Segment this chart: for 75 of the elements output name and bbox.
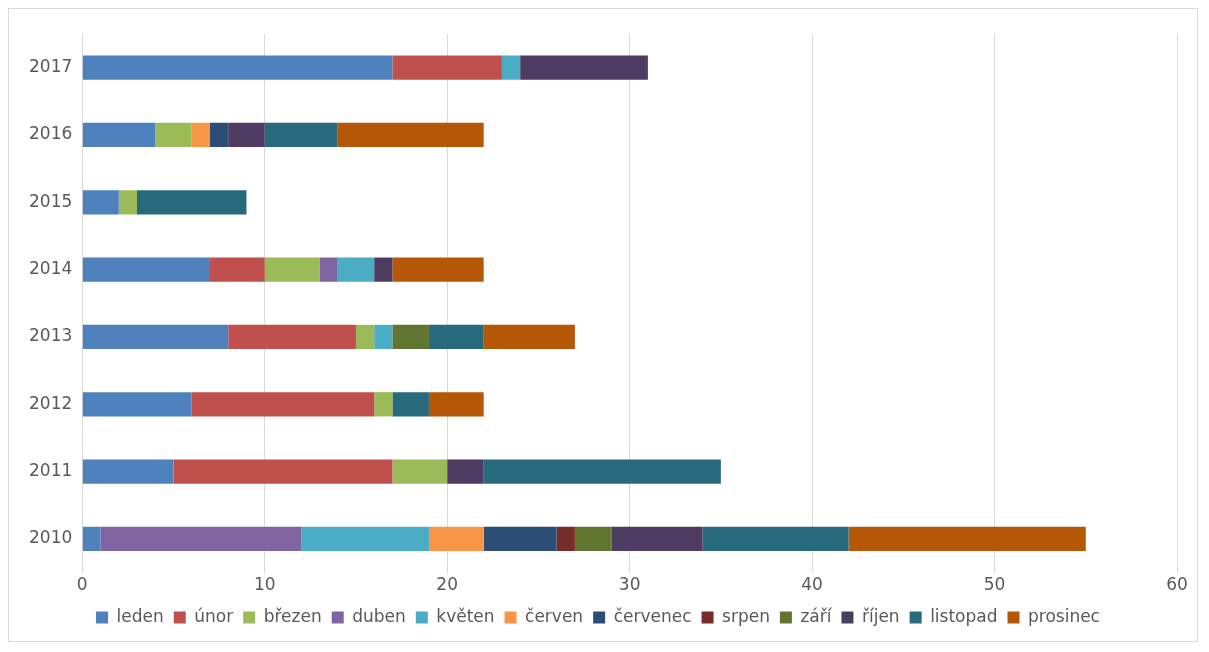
bar: [392, 55, 502, 80]
x-tick-label: 40: [801, 574, 823, 595]
bar: [483, 324, 575, 350]
bar: [428, 324, 484, 350]
bar: [556, 526, 575, 552]
bar: [301, 526, 429, 552]
bar: [483, 459, 721, 484]
bar: [173, 459, 393, 484]
y-tick-label: 2015: [29, 190, 73, 211]
bar: [137, 190, 247, 215]
bar: [82, 190, 119, 215]
legend-label: červen: [525, 605, 584, 626]
bar: [392, 392, 429, 417]
bar: [264, 122, 338, 148]
bar: [82, 55, 393, 80]
bar: [82, 526, 101, 552]
legend-label: květen: [436, 605, 495, 626]
bar: [82, 122, 156, 148]
y-tick-label: 2017: [29, 56, 73, 77]
bar: [392, 459, 448, 484]
y-tick-label: 2012: [29, 392, 73, 413]
legend-label: únor: [194, 605, 234, 626]
bar: [82, 324, 229, 350]
bar: [483, 526, 557, 552]
bar: [374, 324, 393, 350]
bar: [155, 122, 192, 148]
legend-label: březen: [263, 605, 322, 626]
x-tick-label: 60: [1166, 574, 1188, 595]
bar: [447, 459, 484, 484]
legend-label: duben: [352, 605, 406, 626]
y-tick-label: 2013: [29, 325, 73, 346]
bar: [611, 526, 703, 552]
y-tick-label: 2011: [29, 460, 73, 481]
bar: [100, 526, 302, 552]
y-tick-label: 2014: [29, 258, 73, 279]
bar: [355, 324, 375, 350]
bar: [337, 122, 484, 148]
legend-label: leden: [116, 605, 164, 626]
y-tick-label: 2016: [29, 123, 73, 144]
legend-label: prosinec: [1028, 605, 1100, 626]
bar: [374, 257, 393, 282]
bar: [191, 392, 375, 417]
x-tick-label: 20: [436, 574, 458, 595]
bar: [209, 122, 229, 148]
legend-label: srpen: [722, 605, 770, 626]
bar: [191, 122, 210, 148]
bar: [520, 55, 648, 80]
bar: [392, 324, 429, 350]
bar: [428, 526, 484, 552]
bar: [337, 257, 375, 282]
x-tick-label: 30: [618, 574, 641, 595]
bar: [118, 190, 137, 215]
bar: [82, 392, 192, 417]
bar: [82, 257, 210, 282]
legend-label: listopad: [930, 605, 998, 626]
bar: [82, 459, 174, 484]
bar: [264, 257, 320, 282]
bar: [209, 257, 265, 282]
x-tick-label: 10: [253, 574, 276, 595]
x-tick-label: 0: [76, 574, 88, 595]
x-tick-label: 50: [983, 574, 1006, 595]
bar: [228, 324, 356, 350]
legend-label: říjen: [861, 605, 900, 626]
bar: [501, 55, 521, 80]
bar: [228, 122, 265, 148]
bar: [319, 257, 338, 282]
bar: [374, 392, 393, 417]
legend-label: září: [800, 605, 833, 626]
y-tick-label: 2010: [29, 527, 73, 548]
bar: [428, 392, 484, 417]
bar: [392, 257, 484, 282]
bar: [574, 526, 612, 552]
bar: [848, 526, 1086, 552]
bar: [702, 526, 849, 552]
legend-label: červenec: [613, 605, 692, 626]
